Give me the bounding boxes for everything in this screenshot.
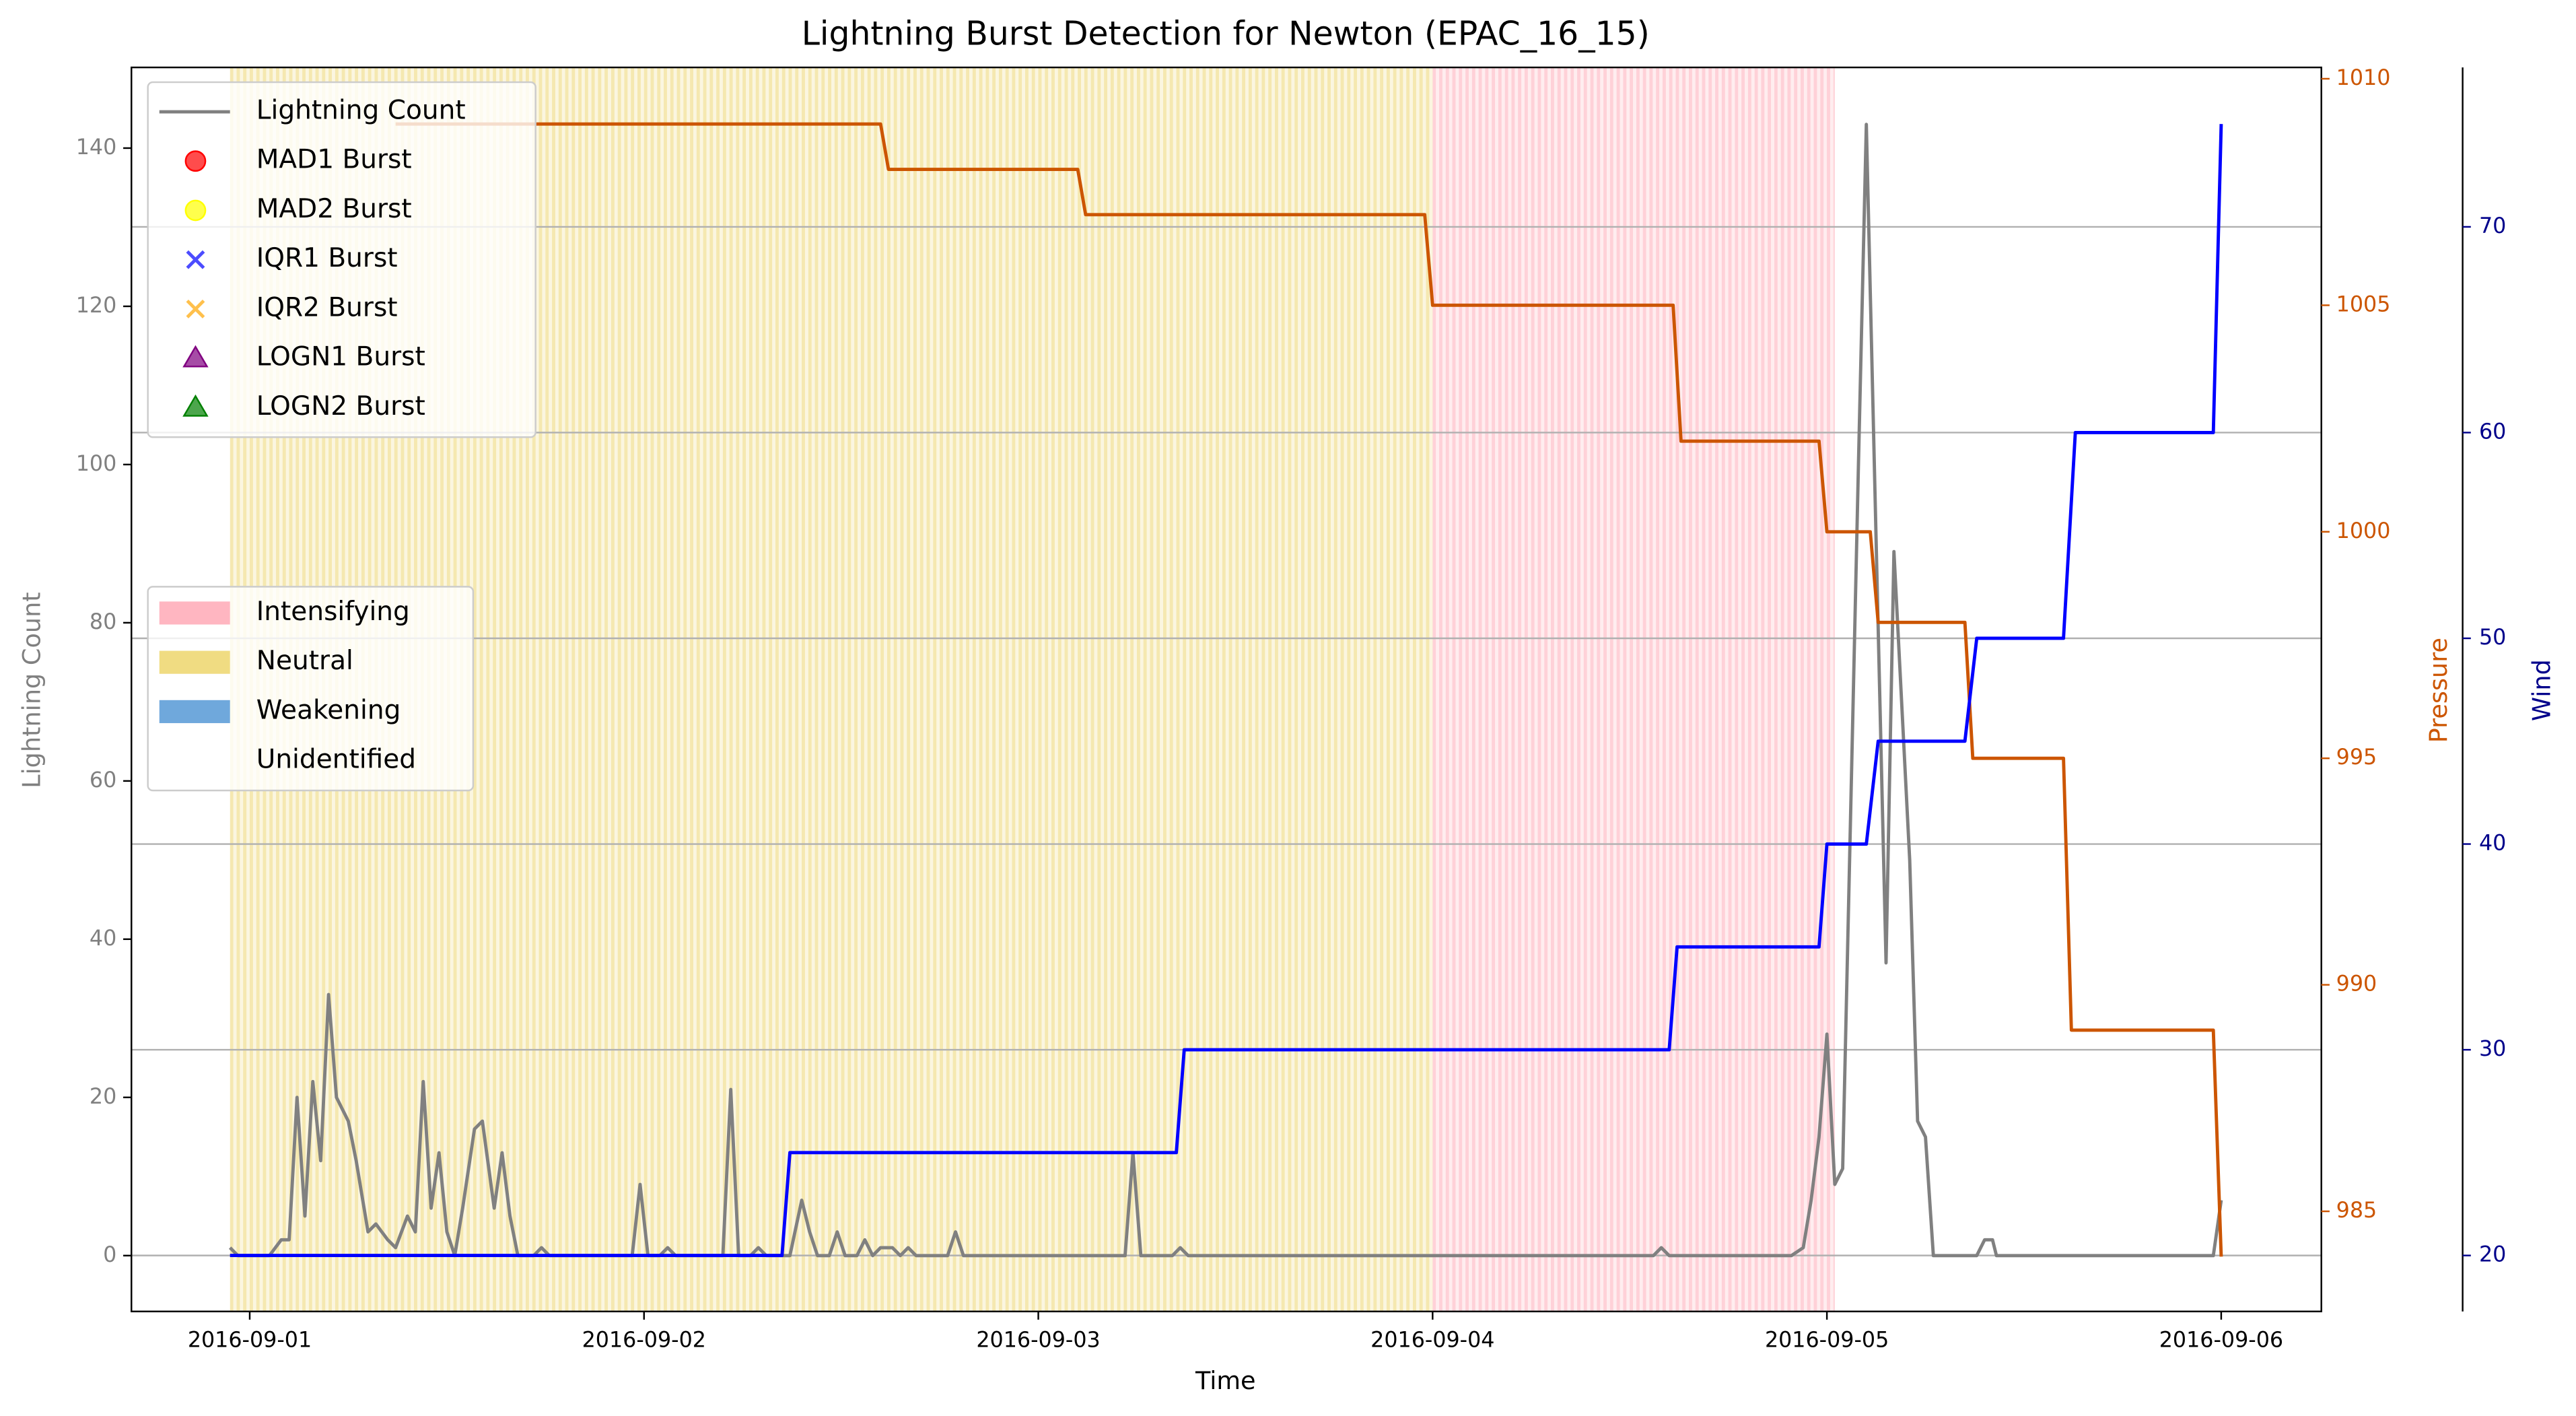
x-axis-label: Time bbox=[1195, 1366, 1256, 1395]
y3-tick-label: 20 bbox=[2479, 1243, 2506, 1267]
y-tick-label: 140 bbox=[76, 135, 117, 160]
y3-tick-label: 70 bbox=[2479, 214, 2506, 238]
legend: Intensifying Neutral Weakening Unidentified bbox=[147, 586, 475, 792]
legend-label: Neutral bbox=[256, 646, 353, 676]
legend-swatch bbox=[159, 749, 230, 773]
y3-axis-label: Wind bbox=[2528, 659, 2556, 721]
legend-label: LOGN1 Burst bbox=[256, 342, 425, 372]
y2-tick-label: 1000 bbox=[2336, 519, 2391, 543]
legend-marker bbox=[186, 299, 205, 318]
y2-tick-label: 990 bbox=[2336, 972, 2377, 997]
y-tick-label: 80 bbox=[90, 610, 116, 634]
y-tick-label: 100 bbox=[76, 452, 117, 476]
x-tick-label: 2016-09-04 bbox=[1370, 1328, 1494, 1353]
legend-marker bbox=[184, 150, 207, 172]
chart-title: Lightning Burst Detection for Newton (EP… bbox=[802, 15, 1650, 53]
legend-marker bbox=[186, 250, 205, 269]
y2-axis-label: Pressure bbox=[2424, 638, 2453, 743]
x-tick-label: 2016-09-05 bbox=[1765, 1328, 1889, 1353]
legend: Lightning Count MAD1 Burst MAD2 Burst IQR1 … bbox=[147, 81, 536, 438]
x-tick-label: 2016-09-06 bbox=[2159, 1328, 2283, 1353]
legend-label: Intensifying bbox=[256, 597, 410, 627]
y2-tick-label: 995 bbox=[2336, 745, 2377, 770]
y2-tick-label: 985 bbox=[2336, 1199, 2377, 1223]
x-tick-label: 2016-09-01 bbox=[188, 1328, 312, 1353]
legend-box bbox=[147, 586, 475, 792]
legend-swatch bbox=[159, 650, 230, 674]
y3-tick-label: 50 bbox=[2479, 626, 2506, 650]
lightning-line bbox=[228, 123, 2223, 1258]
legend-label: MAD2 Burst bbox=[256, 194, 412, 224]
y2-tick-label: 1005 bbox=[2336, 292, 2391, 316]
legend-label: Unidentified bbox=[256, 745, 416, 775]
y3-tick-label: 60 bbox=[2479, 419, 2506, 444]
y-axis-label: Lightning Count bbox=[17, 592, 46, 788]
legend-label: Weakening bbox=[256, 695, 401, 725]
legend-box bbox=[147, 81, 536, 438]
y3-tick-label: 30 bbox=[2479, 1037, 2506, 1061]
y-tick-label: 40 bbox=[90, 926, 116, 951]
legend-marker bbox=[182, 394, 209, 417]
pressure-line bbox=[395, 122, 2223, 1257]
wind-line bbox=[230, 124, 2223, 1258]
phase-span bbox=[1432, 67, 1835, 1312]
y-tick-label: 20 bbox=[90, 1085, 116, 1109]
y-tick-label: 0 bbox=[103, 1243, 116, 1267]
legend-swatch bbox=[159, 700, 230, 723]
legend-swatch bbox=[159, 601, 230, 625]
y-tick-label: 120 bbox=[76, 294, 117, 318]
legend-label: MAD1 Burst bbox=[256, 145, 412, 175]
legend-label: Lightning Count bbox=[256, 96, 466, 126]
y3-tick-label: 40 bbox=[2479, 832, 2506, 856]
legend-label: IQR1 Burst bbox=[256, 243, 398, 273]
x-tick-label: 2016-09-03 bbox=[976, 1328, 1100, 1353]
axes-frame bbox=[131, 66, 2322, 1312]
y2-tick-label: 1010 bbox=[2336, 66, 2391, 90]
y-tick-label: 60 bbox=[90, 768, 116, 793]
legend-label: IQR2 Burst bbox=[256, 292, 398, 323]
legend-marker bbox=[184, 199, 207, 222]
x-tick-label: 2016-09-02 bbox=[582, 1328, 706, 1353]
legend-label: LOGN2 Burst bbox=[256, 391, 425, 422]
legend-marker bbox=[182, 345, 209, 368]
